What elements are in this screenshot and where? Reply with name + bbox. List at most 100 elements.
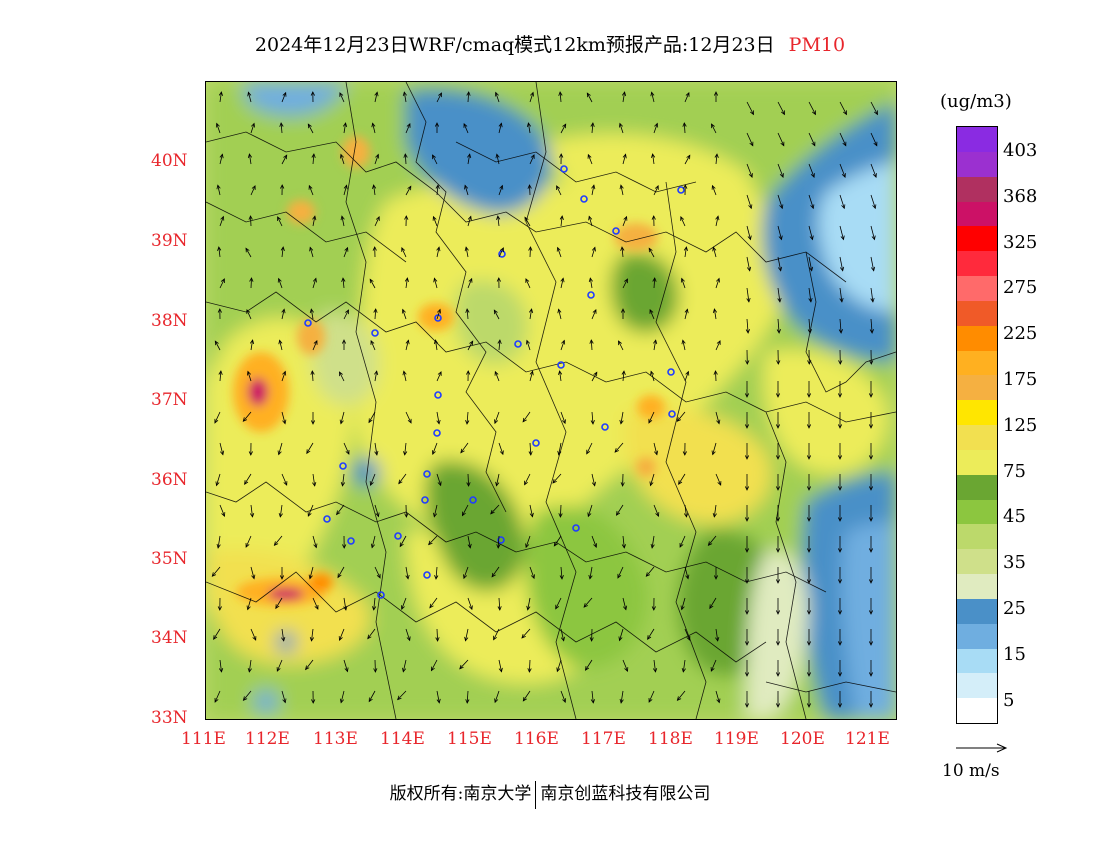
wind-arrow-head <box>438 92 442 98</box>
wind-arrow-head <box>837 548 843 553</box>
wind-arrow-head <box>871 235 876 241</box>
wind-arrow-head <box>314 604 319 610</box>
wind-arrow-shaft <box>370 340 376 351</box>
wind-arrow-head <box>716 340 721 345</box>
wind-arrow-head <box>617 573 622 579</box>
wind-arrow-shaft <box>249 154 252 165</box>
wind-arrow-head <box>556 667 561 673</box>
wind-arrow-shaft <box>405 340 409 351</box>
wind-arrow-head <box>593 371 598 377</box>
wind-arrow-shaft <box>465 628 469 641</box>
wind-arrow-shaft <box>399 535 407 547</box>
footer-copyright: 版权所有:南京大学 <box>389 784 532 804</box>
wind-vectors <box>211 91 878 708</box>
wind-arrow-shaft <box>715 473 722 486</box>
wind-arrow-shaft <box>494 690 500 703</box>
wind-arrow-shaft <box>493 628 500 640</box>
wind-arrow-head <box>341 339 347 344</box>
wind-arrow-shaft <box>682 340 686 351</box>
wind-arrow-shaft <box>405 411 412 424</box>
wind-arrow-shaft <box>428 535 438 545</box>
wind-arrow-head <box>249 277 254 282</box>
colorbar-label: 368 <box>1003 185 1038 207</box>
wind-arrow-head <box>367 634 372 640</box>
wind-arrow-shaft <box>495 92 500 103</box>
wind-arrow-shaft <box>839 318 842 334</box>
wind-arrow-shaft <box>343 442 350 455</box>
lat-label-40n: 40N <box>151 151 188 171</box>
wind-arrow-shaft <box>808 132 816 146</box>
wind-arrow-head <box>461 511 466 517</box>
wind-arrow-shaft <box>369 279 376 289</box>
wind-arrow-head <box>251 122 255 128</box>
wind-arrow-head <box>589 637 594 642</box>
wind-arrow-shaft <box>405 278 408 289</box>
wind-arrow-shaft <box>244 473 252 485</box>
wind-arrow-head <box>682 122 687 127</box>
wind-arrow-head <box>615 511 621 516</box>
wind-arrow-head <box>557 308 562 314</box>
wind-arrow-head <box>435 637 440 642</box>
wind-arrow-head <box>562 698 566 704</box>
wind-arrow-shaft <box>712 442 717 455</box>
lat-label-37n: 37N <box>151 390 188 410</box>
wind-arrow-shaft <box>402 659 407 672</box>
wind-arrow-head <box>678 480 683 486</box>
wind-arrow-head <box>497 606 502 611</box>
wind-arrow-head <box>749 141 754 147</box>
wind-arrow-shaft <box>648 248 655 258</box>
wind-arrow-shaft <box>435 340 438 351</box>
wind-arrow-head <box>744 672 750 677</box>
wind-arrow-shaft <box>746 101 754 115</box>
lon-label-116e: 116E <box>514 729 559 749</box>
wind-arrow-head <box>217 606 222 611</box>
wind-arrow-head <box>343 184 348 190</box>
wind-arrow-head <box>216 184 221 190</box>
wind-arrow-head <box>683 184 688 189</box>
wind-arrow-head <box>746 266 752 272</box>
wind-arrow-head <box>433 512 438 518</box>
wind-arrow-head <box>466 370 471 375</box>
footer-separator <box>535 780 537 809</box>
wind-arrow-shaft <box>433 216 438 227</box>
lon-label-118e: 118E <box>648 729 693 749</box>
wind-arrow-shaft <box>839 101 847 115</box>
wind-arrow-shaft <box>746 287 750 302</box>
wind-arrow-head <box>584 666 590 671</box>
wind-arrow-shaft <box>336 504 345 515</box>
wind-arrow-head <box>282 370 287 376</box>
wind-arrow-head <box>281 636 286 642</box>
wind-arrow-shaft <box>746 225 751 240</box>
wind-arrow-shaft <box>368 690 376 702</box>
wind-arrow-head <box>711 184 716 190</box>
lat-label-36n: 36N <box>151 470 188 490</box>
wind-arrow-head <box>283 481 288 486</box>
wind-arrow-head <box>776 360 781 365</box>
wind-arrow-shaft <box>529 92 534 103</box>
wind-arrow-shaft <box>374 566 381 579</box>
wind-arrow-head <box>496 544 501 549</box>
wind-arrow-head <box>281 308 286 314</box>
wind-arrow-shaft <box>746 163 753 178</box>
wind-arrow-head <box>406 636 411 642</box>
pm10-map <box>205 81 897 720</box>
wind-arrow-shaft <box>432 154 438 165</box>
wind-arrow-shaft <box>521 628 531 639</box>
wind-arrow-shaft <box>497 216 500 227</box>
wind-arrow-head <box>498 122 503 128</box>
footer-company: 南京创蓝科技有限公司 <box>540 784 711 804</box>
wind-arrow-shaft <box>279 504 283 517</box>
wind-arrow-head <box>589 339 594 344</box>
wind-arrow-head <box>593 543 597 549</box>
colorbar-swatch <box>957 425 997 451</box>
wind-arrow-head <box>525 278 530 283</box>
wind-arrow-shaft <box>498 247 504 258</box>
wind-arrow-head <box>374 450 379 456</box>
colorbar-label: 225 <box>1003 323 1038 345</box>
wind-arrow-head <box>868 641 874 646</box>
wind-arrow-shaft <box>746 256 751 271</box>
wind-arrow-shaft <box>405 628 411 641</box>
wind-arrow-shaft <box>620 690 624 703</box>
wind-arrow-head <box>402 91 407 97</box>
wind-arrow-shaft <box>526 340 531 351</box>
